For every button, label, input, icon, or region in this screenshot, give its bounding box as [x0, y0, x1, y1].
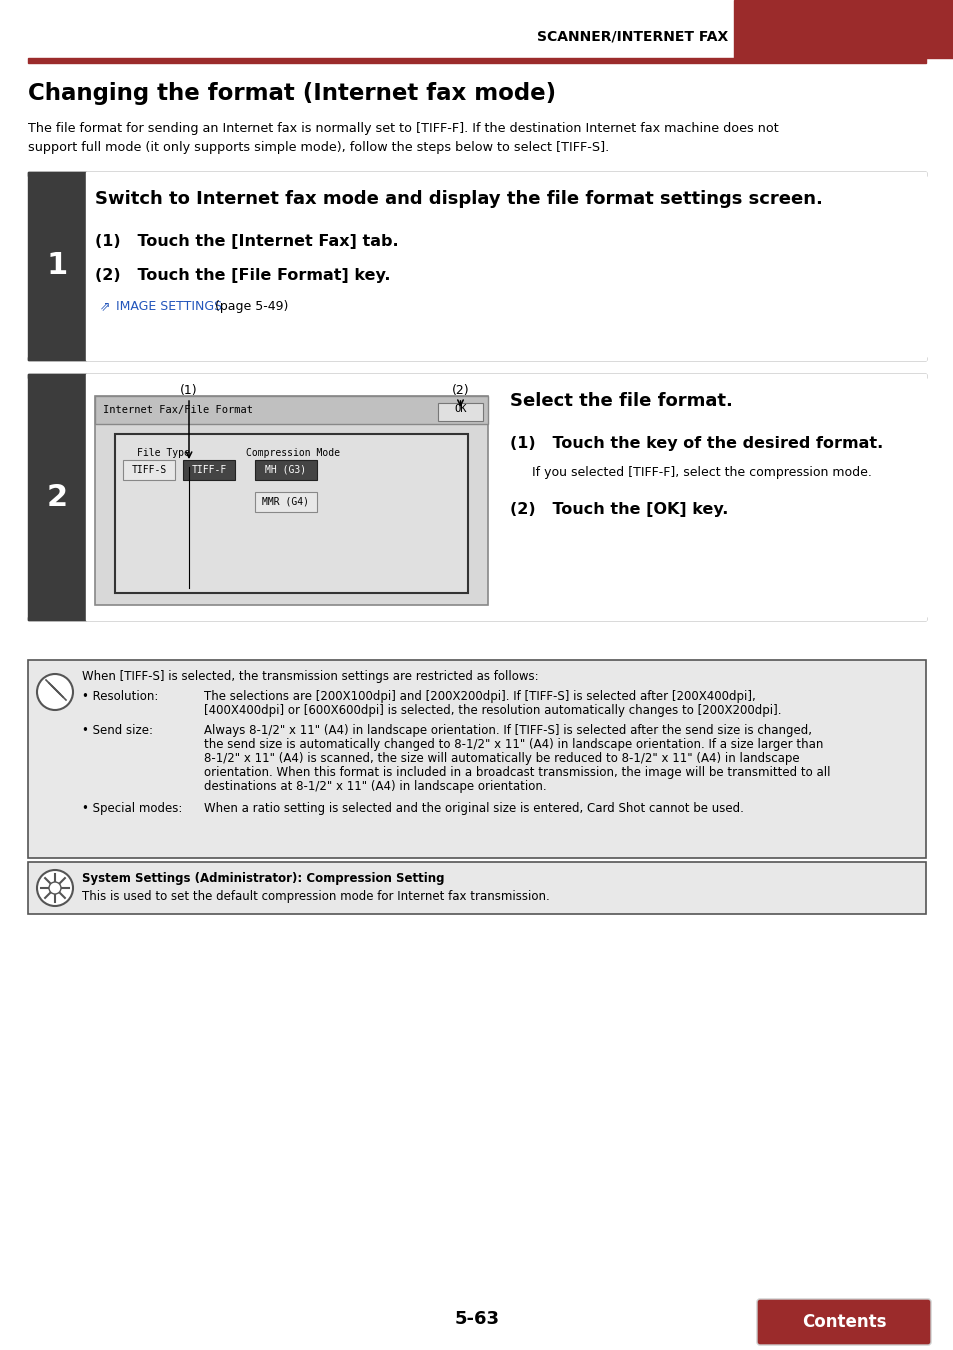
Text: the send size is automatically changed to 8-1/2" x 11" (A4) in landscape orienta: the send size is automatically changed t…	[204, 738, 822, 751]
Text: Select the file format.: Select the file format.	[510, 392, 732, 410]
Bar	[183, 460, 234, 481]
Text: SCANNER/INTERNET FAX: SCANNER/INTERNET FAX	[537, 28, 727, 43]
Circle shape	[37, 674, 73, 710]
Text: MH (G3): MH (G3)	[265, 464, 306, 475]
Bar	[28, 171, 925, 176]
Bar	[95, 396, 488, 605]
Text: destinations at 8-1/2" x 11" (A4) in landscape orientation.: destinations at 8-1/2" x 11" (A4) in lan…	[204, 780, 546, 792]
Text: MMR (G4): MMR (G4)	[262, 497, 309, 508]
Text: (1): (1)	[180, 383, 197, 397]
Text: TIFF-F: TIFF-F	[192, 464, 227, 475]
Text: (1)   Touch the key of the desired format.: (1) Touch the key of the desired format.	[510, 436, 882, 451]
Bar	[437, 404, 482, 421]
Text: Always 8-1/2" x 11" (A4) in landscape orientation. If [TIFF-S] is selected after: Always 8-1/2" x 11" (A4) in landscape or…	[204, 724, 811, 737]
Bar	[115, 433, 468, 593]
Text: • Special modes:: • Special modes:	[82, 802, 182, 815]
Text: support full mode (it only supports simple mode), follow the steps below to sele: support full mode (it only supports simp…	[28, 140, 609, 154]
Text: Switch to Internet fax mode and display the file format settings screen.: Switch to Internet fax mode and display …	[95, 190, 822, 208]
Circle shape	[49, 882, 61, 894]
Text: Compression Mode: Compression Mode	[246, 448, 339, 458]
Bar	[28, 171, 86, 360]
Bar	[28, 374, 925, 378]
Text: 8-1/2" x 11" (A4) is scanned, the size will automatically be reduced to 8-1/2" x: 8-1/2" x 11" (A4) is scanned, the size w…	[204, 752, 799, 765]
Text: (2): (2)	[451, 383, 469, 397]
Text: Contents: Contents	[801, 1314, 885, 1331]
Text: 1: 1	[47, 251, 68, 281]
Text: (1)   Touch the [Internet Fax] tab.: (1) Touch the [Internet Fax] tab.	[95, 234, 398, 248]
FancyBboxPatch shape	[757, 1299, 930, 1345]
Text: (2)   Touch the [File Format] key.: (2) Touch the [File Format] key.	[95, 269, 390, 284]
Text: 5-63: 5-63	[454, 1310, 499, 1328]
Text: The selections are [200X100dpi] and [200X200dpi]. If [TIFF-S] is selected after : The selections are [200X100dpi] and [200…	[204, 690, 755, 703]
Text: ⇗: ⇗	[100, 300, 111, 313]
Bar	[254, 460, 316, 481]
Bar	[28, 374, 86, 620]
Bar	[86, 171, 925, 360]
Circle shape	[37, 869, 73, 906]
Text: File Type: File Type	[136, 448, 190, 458]
Text: orientation. When this format is included in a broadcast transmission, the image: orientation. When this format is include…	[204, 765, 830, 779]
Text: 2: 2	[47, 482, 68, 512]
Text: • Resolution:: • Resolution:	[82, 690, 158, 703]
Text: When a ratio setting is selected and the original size is entered, Card Shot can: When a ratio setting is selected and the…	[204, 802, 743, 815]
Bar	[28, 356, 925, 360]
Bar	[28, 617, 925, 620]
Bar	[86, 374, 925, 620]
Text: • Send size:: • Send size:	[82, 724, 152, 737]
Bar	[28, 863, 925, 914]
Text: If you selected [TIFF-F], select the compression mode.: If you selected [TIFF-F], select the com…	[532, 466, 871, 479]
Text: Changing the format (Internet fax mode): Changing the format (Internet fax mode)	[28, 82, 556, 105]
Bar	[28, 660, 925, 859]
Text: When [TIFF-S] is selected, the transmission settings are restricted as follows:: When [TIFF-S] is selected, the transmiss…	[82, 670, 538, 683]
Text: OK: OK	[454, 404, 466, 414]
Bar	[254, 491, 316, 512]
Text: IMAGE SETTINGS: IMAGE SETTINGS	[116, 300, 222, 313]
Text: (page 5-49): (page 5-49)	[211, 300, 288, 313]
Text: The file format for sending an Internet fax is normally set to [TIFF-F]. If the : The file format for sending an Internet …	[28, 122, 778, 135]
Bar	[733, 0, 953, 58]
Bar	[28, 58, 925, 63]
Text: This is used to set the default compression mode for Internet fax transmission.: This is used to set the default compress…	[82, 890, 549, 903]
Text: Internet Fax/File Format: Internet Fax/File Format	[103, 405, 253, 414]
Bar	[95, 396, 488, 424]
Text: System Settings (Administrator): Compression Setting: System Settings (Administrator): Compres…	[82, 872, 444, 886]
Bar	[123, 460, 174, 481]
Text: (2)   Touch the [OK] key.: (2) Touch the [OK] key.	[510, 502, 727, 517]
Text: TIFF-S: TIFF-S	[132, 464, 167, 475]
Text: [400X400dpi] or [600X600dpi] is selected, the resolution automatically changes t: [400X400dpi] or [600X600dpi] is selected…	[204, 703, 781, 717]
